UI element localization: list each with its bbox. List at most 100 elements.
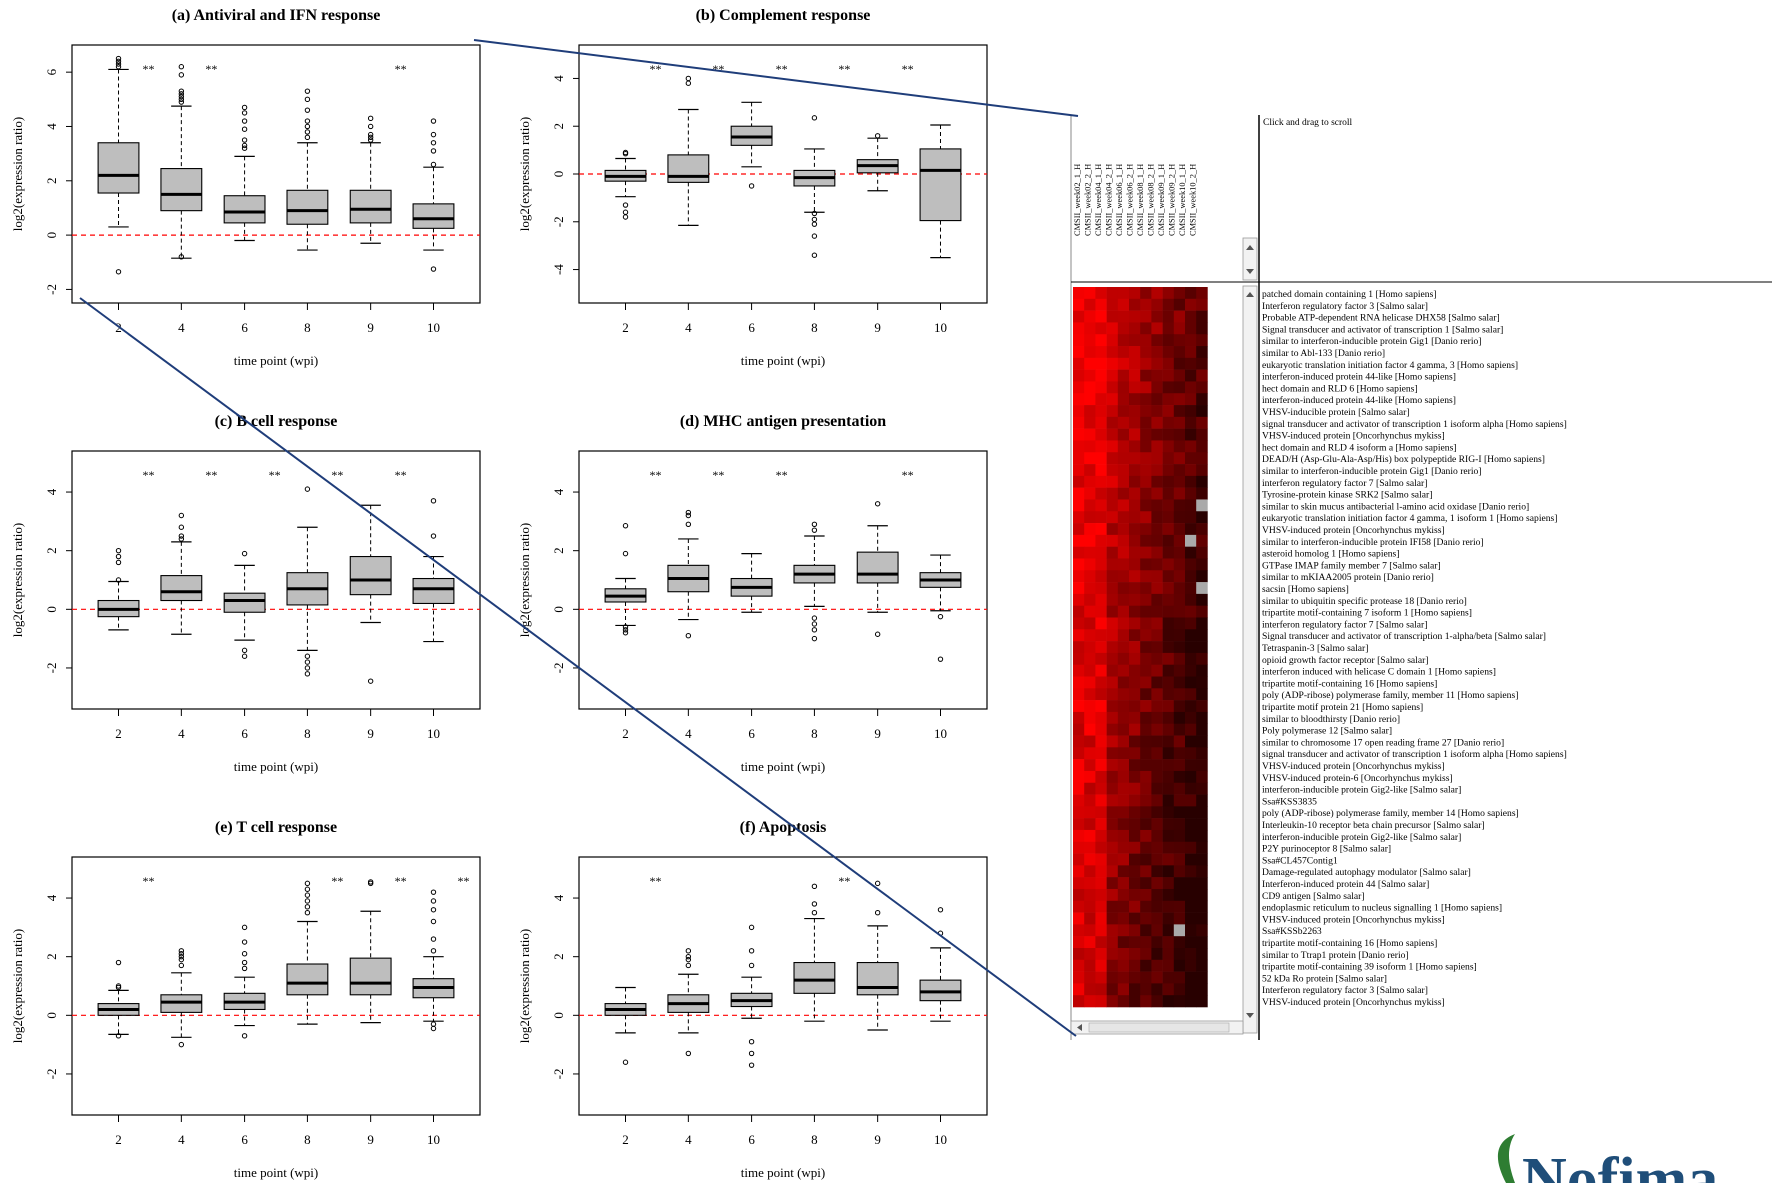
heatmap-cell bbox=[1162, 759, 1175, 772]
heatmap-cell bbox=[1106, 924, 1119, 937]
heatmap-cell bbox=[1185, 818, 1197, 831]
heatmap-cell bbox=[1140, 605, 1152, 618]
heatmap-cell bbox=[1084, 582, 1096, 595]
heatmap-cell bbox=[1073, 558, 1085, 571]
heatmap-cell bbox=[1117, 841, 1130, 854]
outlier-point bbox=[748, 183, 755, 189]
heatmap-cell bbox=[1173, 452, 1186, 465]
gene-label: interferon regulatory factor 7 [Salmo sa… bbox=[1262, 619, 1427, 630]
heatmap-cell bbox=[1140, 499, 1152, 512]
heatmap-cell bbox=[1196, 888, 1208, 902]
heatmap-cell bbox=[1151, 853, 1163, 866]
outlier-point bbox=[811, 115, 818, 121]
heatmap-cell bbox=[1140, 723, 1152, 736]
heatmap-cell bbox=[1095, 310, 1107, 323]
gene-label: tripartite motif-containing 7 isoform 1 … bbox=[1262, 608, 1472, 619]
heatmap-cell bbox=[1117, 971, 1130, 984]
nofima-logo: Nofima bbox=[1497, 1134, 1718, 1183]
box bbox=[286, 963, 329, 996]
scroll-thumb[interactable] bbox=[1088, 1022, 1230, 1033]
heatmap-horizontal-scrollbar[interactable] bbox=[1070, 1020, 1244, 1035]
heatmap-cell bbox=[1117, 440, 1130, 453]
heatmap-cell bbox=[1162, 770, 1175, 784]
heatmap-cell bbox=[1106, 617, 1119, 630]
scroll-up-arrow-icon[interactable] bbox=[1246, 292, 1254, 297]
gene-label: poly (ADP-ribose) polymerase family, mem… bbox=[1262, 808, 1519, 819]
outlier-point bbox=[115, 547, 122, 554]
heatmap-vertical-scrollbar[interactable] bbox=[1242, 285, 1258, 1034]
heatmap-cell bbox=[1095, 428, 1107, 441]
heatmap-cells[interactable] bbox=[1073, 287, 1208, 1008]
heatmap-cell bbox=[1173, 806, 1186, 819]
significance-marker: ** bbox=[902, 62, 914, 76]
outlier-point bbox=[115, 983, 122, 989]
heatmap-cell bbox=[1106, 700, 1119, 713]
heatmap-cell bbox=[1140, 877, 1152, 890]
heatmap-cell bbox=[1095, 877, 1107, 890]
x-tick-label: 10 bbox=[427, 1132, 440, 1147]
heatmap-cell bbox=[1151, 440, 1163, 453]
x-tick-label: 9 bbox=[874, 726, 881, 741]
heatmap-cell bbox=[1129, 688, 1141, 701]
heatmap-cell bbox=[1151, 936, 1163, 949]
heatmap-cell bbox=[1084, 475, 1096, 488]
heatmap-cell bbox=[1151, 287, 1163, 300]
outlier-point bbox=[304, 880, 311, 887]
outlier-point bbox=[115, 959, 122, 966]
heatmap-cell bbox=[1106, 334, 1119, 347]
outlier-point bbox=[241, 965, 248, 972]
heatmap-cell bbox=[1129, 452, 1141, 465]
heatmap-cell bbox=[1185, 310, 1197, 323]
y-axis-label: log2(expression ratio) bbox=[517, 929, 532, 1043]
heatmap-cell bbox=[1196, 641, 1208, 654]
header-scrollbar[interactable] bbox=[1242, 237, 1258, 281]
scroll-down-arrow-icon[interactable] bbox=[1246, 269, 1254, 274]
significance-marker: ** bbox=[776, 62, 788, 76]
heatmap-cell bbox=[1173, 428, 1186, 441]
heatmap-cell bbox=[1129, 971, 1141, 984]
outlier-point bbox=[178, 72, 185, 78]
heatmap-cell bbox=[1073, 641, 1085, 654]
heatmap-cell bbox=[1084, 641, 1096, 654]
heatmap-cell bbox=[1106, 593, 1119, 606]
heatmap-cell bbox=[1162, 818, 1175, 831]
heatmap-cell bbox=[1196, 346, 1208, 359]
heatmap-cell bbox=[1073, 711, 1085, 725]
scroll-left-arrow-icon[interactable] bbox=[1077, 1024, 1082, 1031]
heatmap-cell bbox=[1185, 405, 1197, 418]
heatmap-cell bbox=[1117, 735, 1130, 748]
heatmap-cell bbox=[1140, 688, 1152, 701]
heatmap-cell bbox=[1117, 794, 1130, 807]
heatmap-cell bbox=[1173, 346, 1186, 359]
x-tick-label: 10 bbox=[934, 1132, 947, 1147]
heatmap-cell bbox=[1196, 652, 1208, 666]
outlier-point bbox=[874, 501, 881, 507]
x-tick-label: 8 bbox=[811, 1132, 818, 1147]
gene-label: Ssa#KSSb2263 bbox=[1262, 926, 1322, 937]
scroll-down-arrow-icon[interactable] bbox=[1246, 1013, 1254, 1018]
heatmap-cell bbox=[1117, 912, 1130, 925]
heatmap-cell bbox=[1084, 877, 1096, 890]
heatmap-cell bbox=[1151, 794, 1163, 807]
heatmap-cell bbox=[1095, 947, 1107, 961]
heatmap-cell bbox=[1117, 711, 1130, 725]
heatmap-cell bbox=[1196, 770, 1208, 784]
heatmap-cell bbox=[1151, 641, 1163, 654]
heatmap-cell bbox=[1140, 582, 1152, 595]
outlier-point bbox=[685, 75, 692, 82]
heatmap-cell bbox=[1129, 357, 1141, 370]
heatmap-cell bbox=[1095, 900, 1107, 913]
outlier-point bbox=[241, 550, 248, 557]
heatmap-cell bbox=[1129, 287, 1141, 300]
outlier-point bbox=[178, 524, 185, 530]
heatmap-cell bbox=[1196, 381, 1208, 394]
outlier-point bbox=[811, 216, 818, 223]
heatmap-cell bbox=[1106, 357, 1119, 370]
heatmap-cell bbox=[1095, 464, 1107, 477]
outlier-point bbox=[622, 209, 629, 215]
heatmap-cell bbox=[1095, 452, 1107, 465]
scroll-up-arrow-icon[interactable] bbox=[1246, 245, 1254, 250]
gene-label: Interferon regulatory factor 3 [Salmo sa… bbox=[1262, 985, 1428, 996]
heatmap-cell bbox=[1140, 806, 1152, 819]
heatmap-cell bbox=[1095, 369, 1107, 382]
